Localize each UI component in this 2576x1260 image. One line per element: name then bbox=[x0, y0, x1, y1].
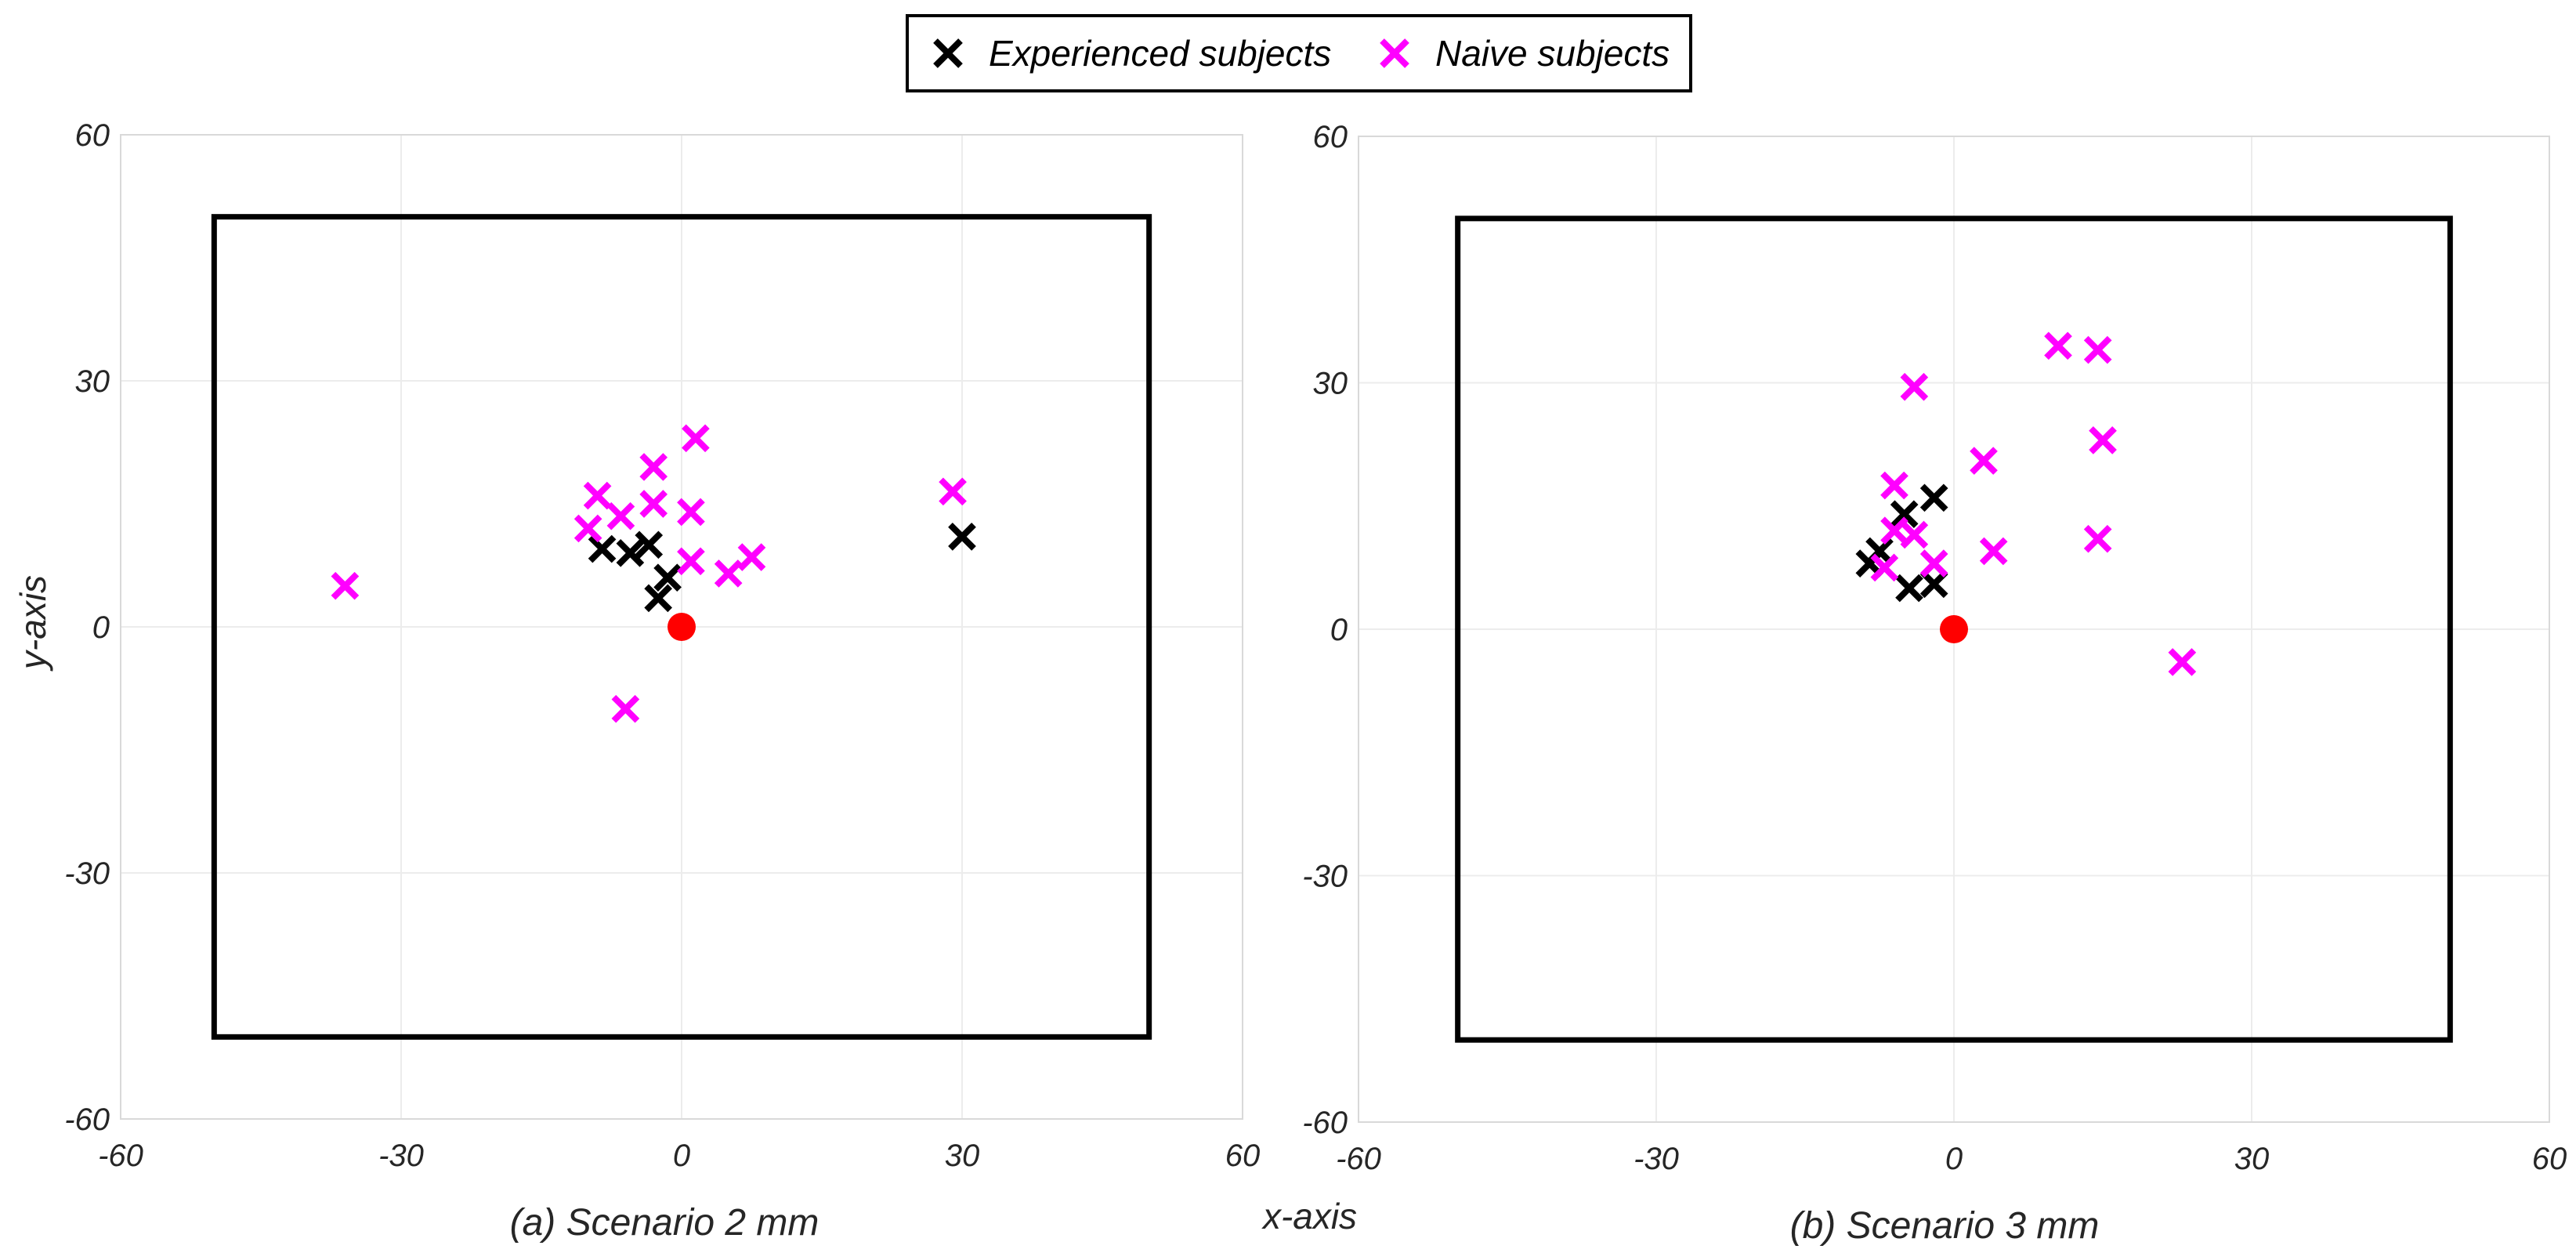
panel-a-point-naive bbox=[677, 498, 705, 527]
panel-a-y-tick-label: 30 bbox=[75, 364, 110, 399]
panel-a-point-naive bbox=[714, 559, 743, 588]
panel-b-y-tick-label: 60 bbox=[1313, 120, 1348, 154]
panel-b-caption: (b) Scenario 3 mm bbox=[1790, 1205, 2100, 1247]
panel-b-target-point bbox=[1940, 615, 1968, 643]
panel-a-point-naive bbox=[737, 543, 766, 571]
panel-b-point-naive bbox=[1979, 537, 2008, 566]
panel-a-y-tick-label: 0 bbox=[92, 610, 110, 645]
panel-a: -60 -30 0 30 60 -60 -30 0 30 60 (a) Scenario 2 m… bbox=[64, 118, 1260, 1244]
panel-b-point-experienced bbox=[1919, 570, 1948, 599]
panel-b-point-naive bbox=[2168, 648, 2197, 676]
panel-a-y-tick-label: -60 bbox=[64, 1102, 110, 1137]
panel-b-point-naive bbox=[2083, 335, 2112, 364]
panel-a-point-naive bbox=[639, 453, 668, 481]
panel-b-axes-frame bbox=[1358, 136, 2550, 1123]
panel-a-x-ticks: -60 -30 0 30 60 bbox=[98, 1139, 1260, 1173]
y-axis-label: y-axis bbox=[13, 575, 53, 672]
panel-b-x-tick-label: -30 bbox=[1634, 1142, 1679, 1176]
panel-a-x-tick-label: -60 bbox=[98, 1139, 143, 1173]
panel-b-point-naive bbox=[1880, 471, 1908, 500]
panel-a-y-tick-label: -30 bbox=[64, 856, 110, 891]
panel-b-points bbox=[1855, 331, 2197, 676]
panel-b-point-experienced bbox=[1890, 500, 1919, 529]
panel-b-point-naive bbox=[1880, 516, 1908, 545]
panel-a-point-naive bbox=[682, 424, 710, 453]
panel-a-points bbox=[331, 424, 976, 723]
panel-b-y-tick-label: -60 bbox=[1302, 1106, 1348, 1140]
panel-a-x-tick-label: -30 bbox=[378, 1139, 424, 1173]
panel-a-x-tick-label: 30 bbox=[945, 1139, 980, 1173]
panel-b-point-naive bbox=[2044, 331, 2072, 360]
panel-b: -60 -30 0 30 60 -60 -30 0 30 60 (b) Scenario 3 m… bbox=[1302, 120, 2567, 1247]
panel-b-x-tick-label: 60 bbox=[2532, 1142, 2567, 1176]
panel-a-y-tick-label: 60 bbox=[75, 118, 110, 153]
panel-a-point-naive bbox=[677, 547, 705, 576]
panel-a-x-tick-label: 0 bbox=[673, 1139, 690, 1173]
panel-b-y-tick-label: -30 bbox=[1302, 860, 1348, 894]
panel-a-point-experienced bbox=[635, 530, 664, 559]
panel-b-point-naive bbox=[2089, 426, 2117, 454]
legend-label-experienced: Experienced subjects bbox=[989, 33, 1331, 74]
panel-a-point-experienced bbox=[644, 584, 672, 613]
panel-b-boundary-box bbox=[1455, 215, 2453, 1043]
panel-b-point-experienced bbox=[1895, 574, 1923, 603]
panel-b-point-naive bbox=[1970, 447, 1998, 475]
panel-b-y-tick-label: 30 bbox=[1313, 367, 1348, 401]
panel-a-point-naive bbox=[583, 481, 612, 510]
panel-a-point-naive bbox=[939, 477, 967, 506]
panel-b-point-naive bbox=[1919, 549, 1948, 578]
panel-a-y-ticks: -60 -30 0 30 60 bbox=[64, 118, 110, 1137]
legend-box bbox=[906, 14, 1692, 92]
panel-a-point-experienced bbox=[653, 563, 682, 592]
panel-b-y-ticks: -60 -30 0 30 60 bbox=[1302, 120, 1348, 1140]
panel-a-axes-frame bbox=[120, 134, 1243, 1120]
panel-a-target-point bbox=[668, 613, 696, 641]
panel-a-point-experienced bbox=[948, 523, 976, 551]
panel-b-point-naive bbox=[1900, 520, 1929, 549]
panel-a-point-experienced bbox=[616, 538, 645, 567]
panel-a-caption: (a) Scenario 2 mm bbox=[510, 1202, 819, 1244]
panel-a-point-naive bbox=[611, 694, 640, 723]
panel-a-point-naive bbox=[639, 490, 668, 518]
panel-b-point-naive bbox=[1870, 553, 1899, 582]
panel-b-point-naive bbox=[1900, 372, 1929, 401]
legend-marker-experienced bbox=[933, 38, 963, 68]
panel-a-x-tick-label: 60 bbox=[1225, 1139, 1261, 1173]
panel-a-boundary-box bbox=[211, 214, 1152, 1040]
panel-b-x-ticks: -60 -30 0 30 60 bbox=[1336, 1142, 2567, 1176]
panel-a-point-naive bbox=[331, 571, 360, 600]
x-axis-label: x-axis bbox=[1261, 1196, 1357, 1236]
panel-b-x-tick-label: -60 bbox=[1336, 1142, 1381, 1176]
panel-b-point-experienced bbox=[1919, 483, 1948, 512]
panel-b-x-tick-label: 0 bbox=[1945, 1142, 1963, 1176]
legend: Experienced subjects Naive subjects bbox=[906, 14, 1692, 92]
panel-b-x-tick-label: 30 bbox=[2234, 1142, 2270, 1176]
legend-marker-naive bbox=[1380, 38, 1409, 68]
panel-a-point-naive bbox=[606, 501, 635, 530]
legend-label-naive: Naive subjects bbox=[1435, 33, 1670, 74]
panel-b-point-naive bbox=[2083, 524, 2112, 553]
panel-b-y-tick-label: 0 bbox=[1330, 613, 1348, 647]
panel-a-point-naive bbox=[573, 514, 602, 543]
panel-a-point-experienced bbox=[588, 534, 617, 563]
